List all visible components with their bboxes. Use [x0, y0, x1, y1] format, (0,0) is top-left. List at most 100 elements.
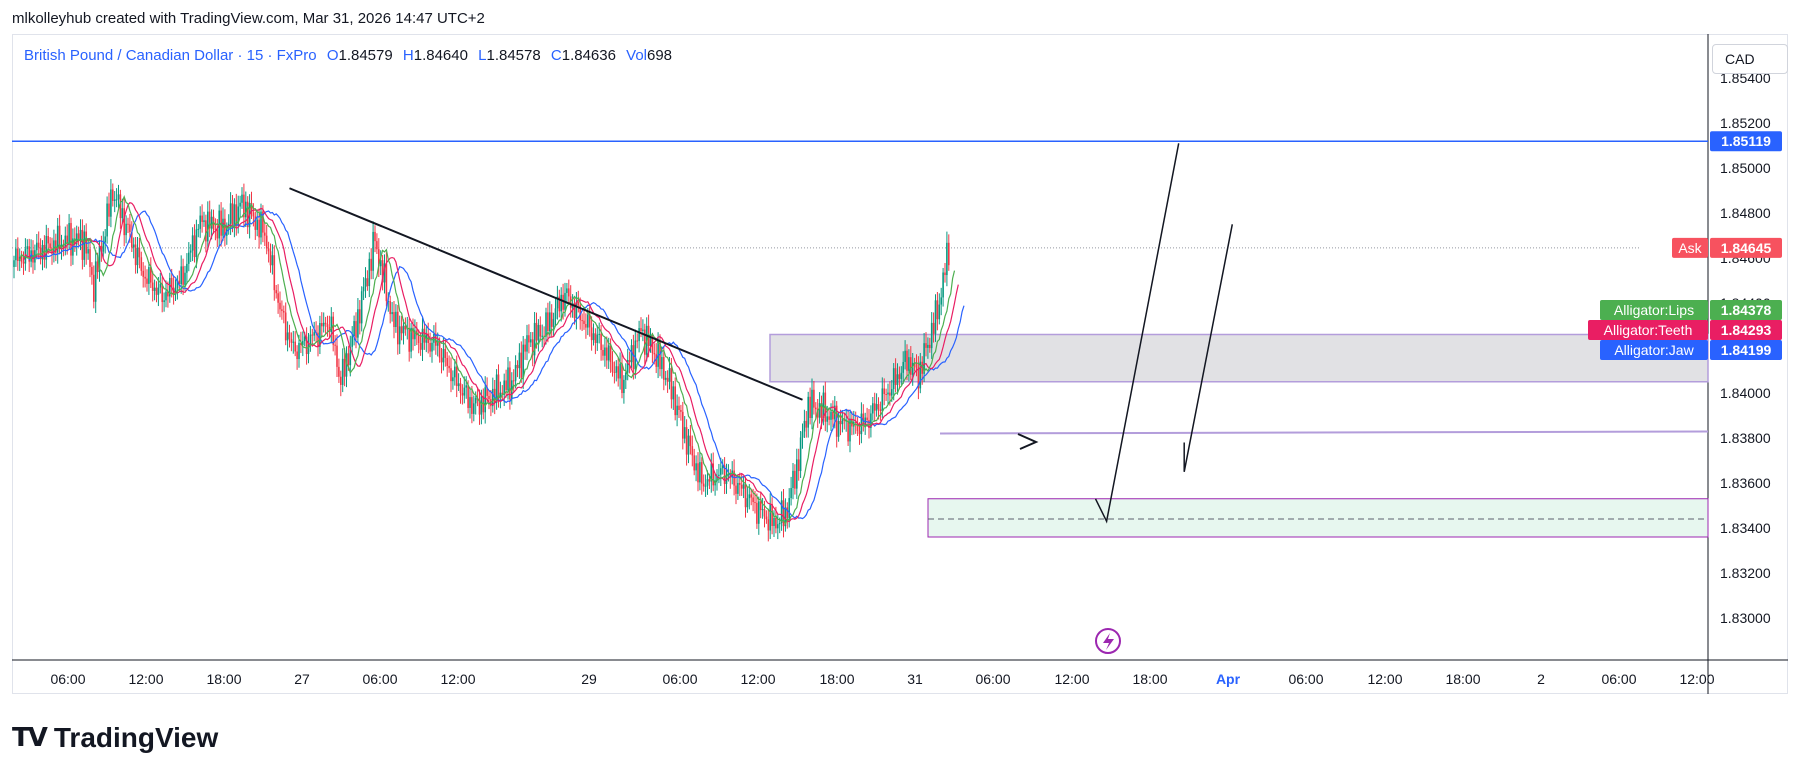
candle-body[interactable] — [849, 418, 851, 442]
candle-body[interactable] — [493, 388, 496, 403]
candle-body[interactable] — [505, 380, 507, 391]
candle-body[interactable] — [414, 330, 416, 340]
candle-body[interactable] — [49, 243, 51, 249]
candle-body[interactable] — [919, 361, 922, 389]
candle-body[interactable] — [336, 345, 338, 367]
candle-body[interactable] — [281, 309, 283, 311]
candle-body[interactable] — [778, 522, 781, 525]
candle-body[interactable] — [58, 225, 61, 249]
candle-body[interactable] — [488, 395, 490, 400]
candle-body[interactable] — [210, 216, 213, 229]
candle-body[interactable] — [372, 231, 374, 271]
candle-body[interactable] — [62, 244, 65, 248]
candle-body[interactable] — [302, 341, 304, 345]
candle-body[interactable] — [338, 366, 340, 377]
candle-body[interactable] — [75, 233, 78, 245]
candle-body[interactable] — [898, 374, 901, 379]
candle-body[interactable] — [182, 266, 184, 285]
candle-body[interactable] — [900, 372, 903, 379]
candle-body[interactable] — [940, 297, 942, 305]
candle-body[interactable] — [140, 257, 143, 271]
candle-body[interactable] — [590, 327, 593, 341]
candle-body[interactable] — [17, 248, 19, 261]
candle-body[interactable] — [809, 396, 811, 418]
candle-body[interactable] — [746, 498, 749, 508]
candle-body[interactable] — [621, 363, 623, 394]
candle-body[interactable] — [408, 328, 410, 352]
candle-body[interactable] — [189, 250, 192, 253]
candle-body[interactable] — [537, 324, 540, 341]
candle-body[interactable] — [398, 326, 401, 345]
candle-body[interactable] — [290, 339, 293, 343]
candle-body[interactable] — [267, 248, 270, 252]
candle-body[interactable] — [110, 189, 112, 217]
candle-body[interactable] — [273, 255, 276, 291]
candle-body[interactable] — [594, 333, 597, 343]
candle-body[interactable] — [752, 497, 754, 503]
candle-body[interactable] — [197, 228, 200, 230]
candle-body[interactable] — [925, 343, 927, 348]
candle-body[interactable] — [911, 362, 914, 375]
candle-body[interactable] — [830, 411, 832, 420]
candle-body[interactable] — [450, 368, 452, 382]
candle-body[interactable] — [672, 386, 675, 400]
candle-body[interactable] — [275, 290, 277, 294]
candle-body[interactable] — [759, 501, 762, 511]
candle-body[interactable] — [246, 201, 249, 228]
candle-body[interactable] — [758, 501, 760, 524]
candle-body[interactable] — [682, 411, 684, 439]
candle-body[interactable] — [653, 353, 656, 355]
candle-body[interactable] — [351, 336, 353, 347]
candle-body[interactable] — [769, 504, 771, 531]
candle-body[interactable] — [910, 357, 912, 375]
candle-body[interactable] — [497, 374, 500, 398]
candle-body[interactable] — [826, 416, 828, 422]
candle-body[interactable] — [53, 240, 55, 254]
candle-body[interactable] — [13, 260, 15, 267]
candle-body[interactable] — [457, 383, 460, 387]
candle-body[interactable] — [93, 274, 95, 302]
candle-body[interactable] — [96, 261, 99, 273]
candle-body[interactable] — [421, 328, 424, 350]
candle-body[interactable] — [742, 484, 745, 489]
candle-body[interactable] — [948, 242, 950, 266]
candle-body[interactable] — [790, 488, 792, 499]
candle-body[interactable] — [883, 388, 885, 395]
candle-body[interactable] — [687, 435, 690, 455]
candle-body[interactable] — [879, 409, 882, 412]
candle-body[interactable] — [43, 244, 46, 260]
candle-body[interactable] — [241, 194, 243, 203]
candle-body[interactable] — [788, 498, 790, 519]
candle-body[interactable] — [702, 483, 705, 487]
candle-body[interactable] — [47, 235, 49, 244]
candle-body[interactable] — [324, 322, 327, 325]
candle-body[interactable] — [712, 463, 714, 486]
candle-body[interactable] — [64, 235, 67, 248]
candle-body[interactable] — [797, 459, 800, 472]
candle-body[interactable] — [305, 336, 308, 355]
candle-body[interactable] — [442, 348, 445, 363]
candle-body[interactable] — [486, 387, 488, 396]
candle-body[interactable] — [193, 235, 196, 258]
candle-body[interactable] — [676, 405, 678, 416]
candle-body[interactable] — [136, 248, 139, 266]
candle-body[interactable] — [188, 252, 190, 264]
candle-body[interactable] — [942, 272, 944, 298]
candle-body[interactable] — [754, 502, 756, 504]
candle-body[interactable] — [366, 278, 369, 287]
trendline[interactable] — [289, 187, 803, 401]
candle-body[interactable] — [873, 403, 876, 411]
candle-body[interactable] — [541, 335, 543, 337]
candle-body[interactable] — [311, 334, 314, 336]
candle-body[interactable] — [252, 212, 255, 217]
candle-body[interactable] — [357, 309, 359, 338]
candle-body[interactable] — [927, 344, 929, 348]
candle-body[interactable] — [283, 310, 285, 313]
candle-body[interactable] — [735, 485, 737, 494]
candle-body[interactable] — [106, 203, 108, 237]
candle-body[interactable] — [362, 287, 365, 292]
candle-body[interactable] — [668, 368, 671, 382]
candle-body[interactable] — [695, 463, 697, 471]
candle-body[interactable] — [112, 189, 114, 201]
candle-body[interactable] — [889, 392, 891, 396]
